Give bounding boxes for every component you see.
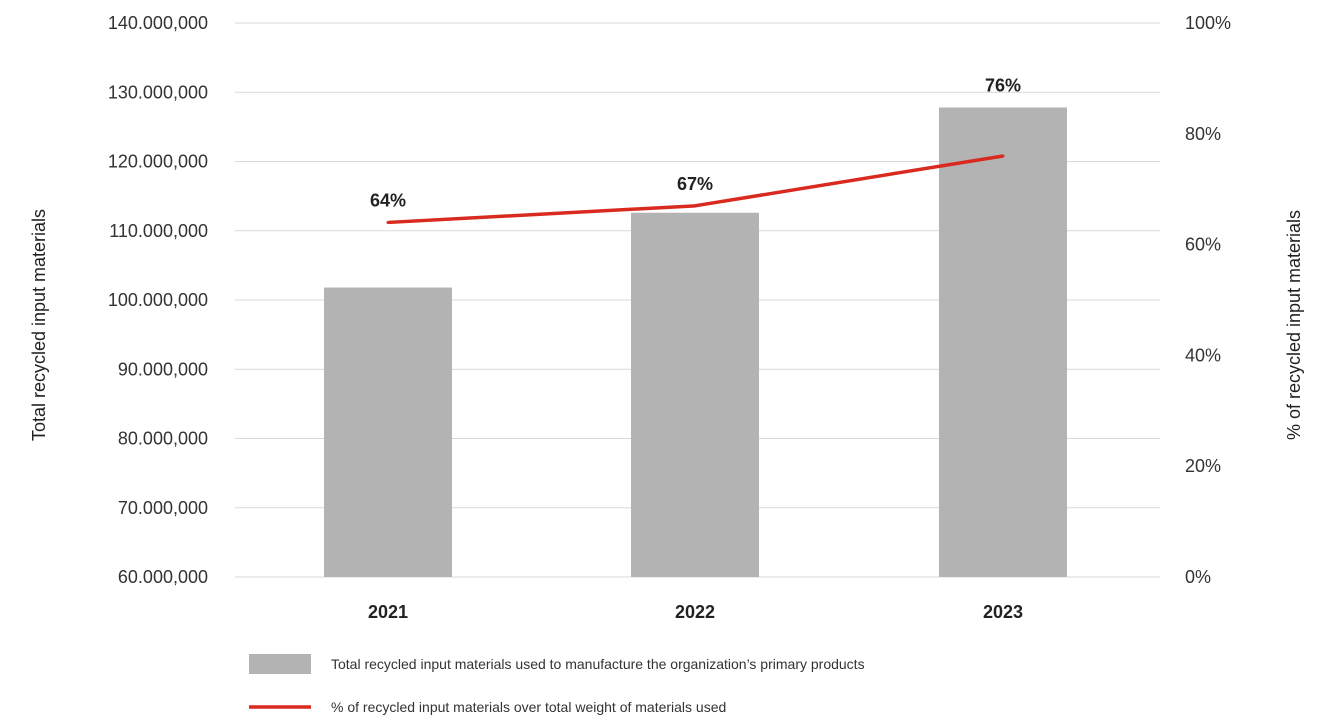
left-tick-label: 80.000,000 xyxy=(118,429,208,449)
legend-swatch-bar xyxy=(249,654,311,674)
legend-label-bar: Total recycled input materials used to m… xyxy=(331,656,865,672)
category-label: 2023 xyxy=(983,602,1023,622)
data-label-2021: 64% xyxy=(370,190,406,210)
bar-2022 xyxy=(631,212,759,577)
data-label-2023: 76% xyxy=(985,75,1021,95)
legend: Total recycled input materials used to m… xyxy=(249,654,865,715)
right-tick-label: 80% xyxy=(1185,124,1221,144)
data-labels: 64% 67% 76% xyxy=(370,75,1021,210)
left-tick-label: 110.000,000 xyxy=(109,221,208,241)
category-label: 2022 xyxy=(675,602,715,622)
left-tick-label: 100.000,000 xyxy=(108,290,208,310)
left-tick-label: 130.000,000 xyxy=(108,82,208,102)
bar-series xyxy=(324,107,1067,578)
legend-label-line: % of recycled input materials over total… xyxy=(331,699,726,715)
left-tick-label: 90.000,000 xyxy=(118,359,208,379)
right-tick-label: 20% xyxy=(1185,456,1221,476)
right-axis-title: % of recycled input materials xyxy=(1284,210,1304,440)
right-tick-label: 60% xyxy=(1185,235,1221,255)
bar-2021 xyxy=(324,287,452,577)
left-tick-label: 140.000,000 xyxy=(108,13,208,33)
left-tick-label: 60.000,000 xyxy=(118,567,208,587)
data-label-2022: 67% xyxy=(677,174,713,194)
line-point-2021 xyxy=(386,220,390,224)
right-axis-ticks: 0% 20% 40% 60% 80% 100% xyxy=(1185,13,1231,587)
category-labels: 2021 2022 2023 xyxy=(368,602,1023,622)
left-axis-ticks: 60.000,000 70.000,000 80.000,000 90.000,000… xyxy=(108,13,208,587)
left-tick-label: 70.000,000 xyxy=(118,498,208,518)
category-label: 2021 xyxy=(368,602,408,622)
right-tick-label: 100% xyxy=(1185,13,1231,33)
left-axis-title: Total recycled input materials xyxy=(29,209,49,441)
right-tick-label: 0% xyxy=(1185,567,1211,587)
bar-2023 xyxy=(939,107,1067,578)
line-series xyxy=(386,154,1005,225)
right-tick-label: 40% xyxy=(1185,345,1221,365)
line-point-2022 xyxy=(693,204,697,208)
line-point-2023 xyxy=(1001,154,1005,158)
left-tick-label: 120.000,000 xyxy=(108,152,208,172)
